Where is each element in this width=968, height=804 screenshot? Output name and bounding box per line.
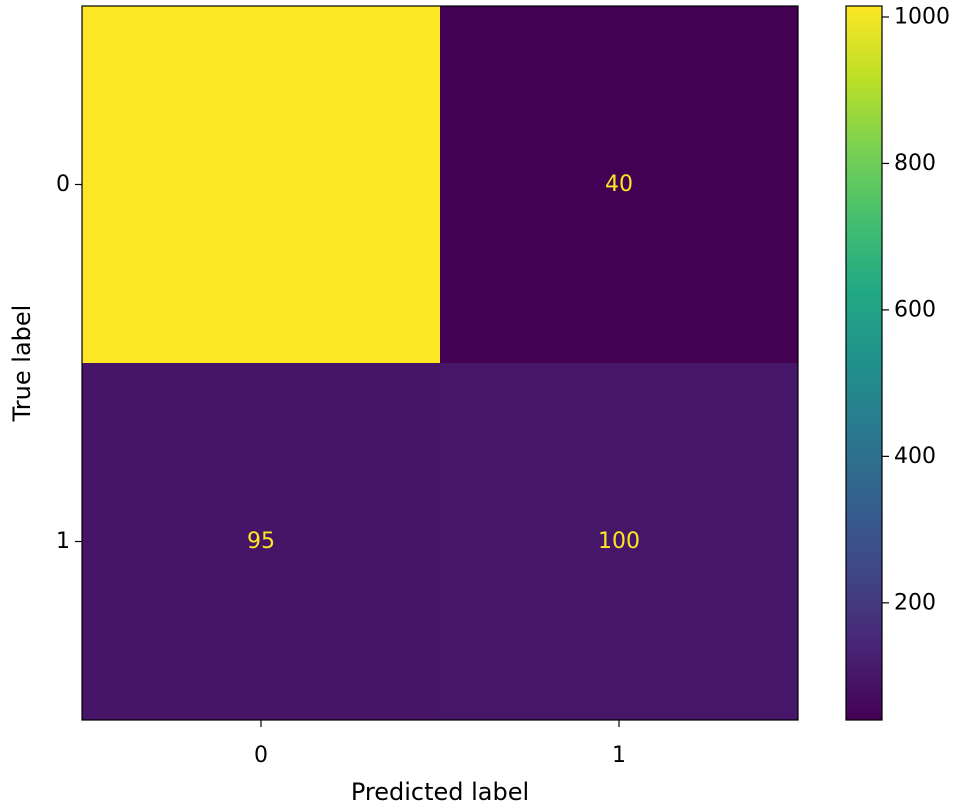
x-axis-title: Predicted label xyxy=(351,778,529,804)
colorbar-tick-label-1000: 1000 xyxy=(894,4,950,29)
cell-label-1-0: 95 xyxy=(247,529,275,554)
y-axis-title: True label xyxy=(8,305,36,423)
cell-label-1-1: 100 xyxy=(598,529,640,554)
x-tick-label-1: 1 xyxy=(612,743,626,768)
heatmap-cells xyxy=(82,6,798,720)
colorbar-ticks: 200 400 600 800 1000 xyxy=(882,4,950,615)
colorbar: 200 400 600 800 1000 xyxy=(845,4,950,721)
colorbar-tick-label-800: 800 xyxy=(894,151,936,176)
cell-0-1 xyxy=(440,6,798,363)
cell-1-0 xyxy=(82,363,440,720)
y-tick-label-0: 0 xyxy=(56,172,70,197)
colorbar-tick-label-200: 200 xyxy=(894,590,936,615)
cell-labels: 1015 40 95 100 xyxy=(233,172,640,554)
x-axis: 0 1 Predicted label xyxy=(254,720,626,804)
cell-label-0-1: 40 xyxy=(605,172,633,197)
colorbar-gradient xyxy=(845,5,883,721)
y-axis: 0 1 True label xyxy=(8,172,82,554)
colorbar-tick-label-600: 600 xyxy=(894,297,936,322)
x-tick-label-0: 0 xyxy=(254,743,268,768)
colorbar-tick-label-400: 400 xyxy=(894,444,936,469)
plot-frame xyxy=(81,5,799,721)
cell-label-0-0: 1015 xyxy=(233,172,289,197)
cell-1-1 xyxy=(440,363,798,720)
cell-0-0 xyxy=(82,6,440,363)
y-tick-label-1: 1 xyxy=(56,529,70,554)
